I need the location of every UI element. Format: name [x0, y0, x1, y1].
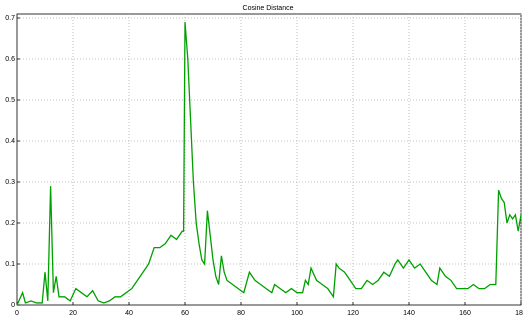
- x-tick-label: 40: [125, 310, 133, 317]
- y-tick-label: 0.4: [5, 138, 15, 145]
- y-tick-label: 0.1: [5, 261, 15, 268]
- chart-title: Cosine Distance: [243, 5, 294, 12]
- y-tick-label: 0.5: [5, 97, 15, 104]
- x-tick-label: 140: [403, 310, 415, 317]
- x-tick-label: 20: [69, 310, 77, 317]
- plot-area: [16, 13, 522, 306]
- y-tick-label: 0.3: [5, 179, 15, 186]
- y-tick-label: 0: [11, 302, 15, 309]
- x-tick-label: 60: [181, 310, 189, 317]
- data-line: [16, 22, 522, 306]
- y-tick-label: 0.7: [5, 15, 15, 22]
- x-tick-label: 180: [515, 310, 523, 317]
- x-tick-label: 0: [15, 310, 19, 317]
- x-tick-label: 160: [459, 310, 471, 317]
- x-tick-label: 120: [347, 310, 359, 317]
- x-tick-label: 100: [291, 310, 303, 317]
- y-tick-label: 0.6: [5, 56, 15, 63]
- y-tick-label: 0.2: [5, 220, 15, 227]
- x-tick-label: 80: [237, 310, 245, 317]
